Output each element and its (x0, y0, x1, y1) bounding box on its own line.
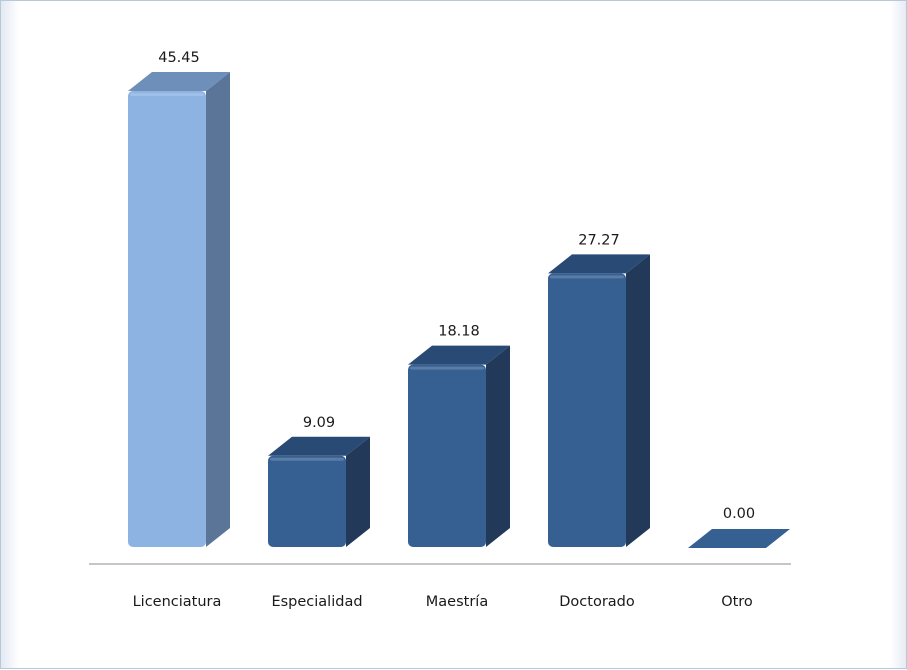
bar-side-licenciatura (206, 72, 230, 547)
bar-front-licenciatura (128, 91, 206, 547)
tick-label-maestria: Maestría (426, 594, 488, 610)
bar-doctorado (548, 254, 650, 547)
bar-maestria (408, 345, 510, 547)
bar-especialidad (268, 436, 370, 547)
tick-label-otro: Otro (721, 594, 753, 610)
bar-side-maestria (486, 345, 510, 547)
bar-front-maestria (408, 364, 486, 547)
tick-label-especialidad: Especialidad (271, 594, 362, 610)
data-label-otro: 0.00 (723, 506, 755, 522)
data-label-maestria: 18.18 (438, 324, 480, 340)
data-label-especialidad: 9.09 (303, 415, 335, 431)
bar-sheen-maestria (410, 366, 484, 370)
bar-front-especialidad (268, 455, 346, 547)
bar-top-licenciatura (128, 72, 230, 91)
tick-label-licenciatura: Licenciatura (133, 594, 222, 610)
bar-otro (688, 529, 790, 548)
bar-top-doctorado (548, 254, 650, 274)
tick-label-doctorado: Doctorado (559, 594, 635, 610)
bar-top-maestria (408, 345, 510, 365)
bar-sheen-especialidad (270, 457, 344, 461)
bar-top-otro (688, 529, 790, 548)
bars-layer (128, 72, 790, 548)
bar-top-especialidad (268, 436, 370, 456)
labels-layer: 45.45 Licenciatura 9.09 Especialidad 18.18 Ma… (133, 50, 756, 610)
data-label-doctorado: 27.27 (578, 232, 620, 248)
bar-front-doctorado (548, 273, 626, 547)
bar-sheen-licenciatura (130, 93, 204, 96)
bar-side-doctorado (626, 254, 650, 547)
data-label-licenciatura: 45.45 (158, 50, 200, 66)
bar-sheen-doctorado (550, 275, 624, 279)
bar-licenciatura (128, 72, 230, 547)
bar-side-especialidad (346, 436, 370, 547)
